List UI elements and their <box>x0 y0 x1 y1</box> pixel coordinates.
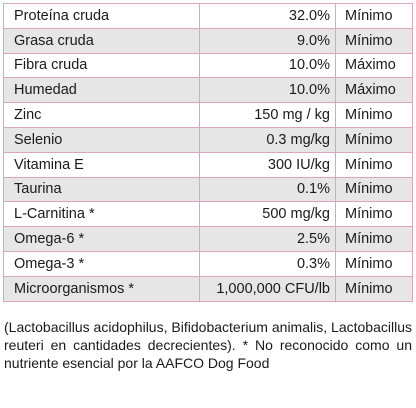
nutrient-limit: Mínimo <box>335 27 413 54</box>
table-row: Selenio 0.3 mg/kg Mínimo <box>3 126 413 153</box>
table-row: Vitamina E 300 IU/kg Mínimo <box>3 151 413 178</box>
table-row: Zinc 150 mg / kg Mínimo <box>3 102 413 128</box>
table-row: Grasa cruda 9.0% Mínimo <box>3 27 413 54</box>
nutrient-amount: 10.0% <box>199 77 336 104</box>
table-row: Humedad 10.0% Máximo <box>3 77 413 104</box>
nutrient-amount: 32.0% <box>199 3 336 29</box>
table-row: Omega-3 * 0.3% Mínimo <box>3 250 413 277</box>
nutrient-amount: 300 IU/kg <box>199 151 336 178</box>
nutrient-amount: 10.0% <box>199 52 336 79</box>
nutrient-name: Proteína cruda <box>3 3 200 29</box>
nutrient-name: Omega-6 * <box>3 226 200 252</box>
nutrient-amount: 2.5% <box>199 226 336 252</box>
nutrient-amount: 0.3 mg/kg <box>199 126 336 153</box>
nutrient-limit: Mínimo <box>335 151 413 178</box>
table-row: Fibra cruda 10.0% Máximo <box>3 52 413 79</box>
nutrient-limit: Mínimo <box>335 250 413 277</box>
nutrient-name: Selenio <box>3 126 200 153</box>
nutrient-name: Humedad <box>3 77 200 104</box>
nutrient-limit: Mínimo <box>335 226 413 252</box>
nutrient-amount: 0.1% <box>199 176 336 203</box>
nutrient-amount: 9.0% <box>199 27 336 54</box>
table-row: Microorganismos * 1,000,000 CFU/lb Mínimo <box>3 275 413 302</box>
nutrient-limit: Máximo <box>335 77 413 104</box>
nutrient-name: Zinc <box>3 102 200 128</box>
nutrient-limit: Mínimo <box>335 201 413 228</box>
nutrient-name: Grasa cruda <box>3 27 200 54</box>
nutrient-limit: Mínimo <box>335 176 413 203</box>
nutrient-name: Vitamina E <box>3 151 200 178</box>
nutrient-amount: 500 mg/kg <box>199 201 336 228</box>
nutrient-limit: Mínimo <box>335 275 413 302</box>
nutrient-name: Fibra cruda <box>3 52 200 79</box>
table-row: Omega-6 * 2.5% Mínimo <box>3 226 413 252</box>
nutrient-table: Proteína cruda 32.0% Mínimo Grasa cruda 9.0%… <box>3 3 413 302</box>
nutrient-name: Taurina <box>3 176 200 203</box>
nutrient-limit: Mínimo <box>335 126 413 153</box>
nutrient-name: Microorganismos * <box>3 275 200 302</box>
nutrient-limit: Mínimo <box>335 102 413 128</box>
nutrient-limit: Mínimo <box>335 3 413 29</box>
nutrient-limit: Máximo <box>335 52 413 79</box>
nutrient-name: L-Carnitina * <box>3 201 200 228</box>
footnote: (Lactobacillus acidophilus, Bifidobacter… <box>4 319 412 371</box>
nutrient-amount: 0.3% <box>199 250 336 277</box>
table-row: L-Carnitina * 500 mg/kg Mínimo <box>3 201 413 228</box>
nutrient-amount: 150 mg / kg <box>199 102 336 128</box>
table-row: Taurina 0.1% Mínimo <box>3 176 413 203</box>
nutrient-amount: 1,000,000 CFU/lb <box>199 275 336 302</box>
table-row: Proteína cruda 32.0% Mínimo <box>3 3 413 29</box>
nutrient-name: Omega-3 * <box>3 250 200 277</box>
